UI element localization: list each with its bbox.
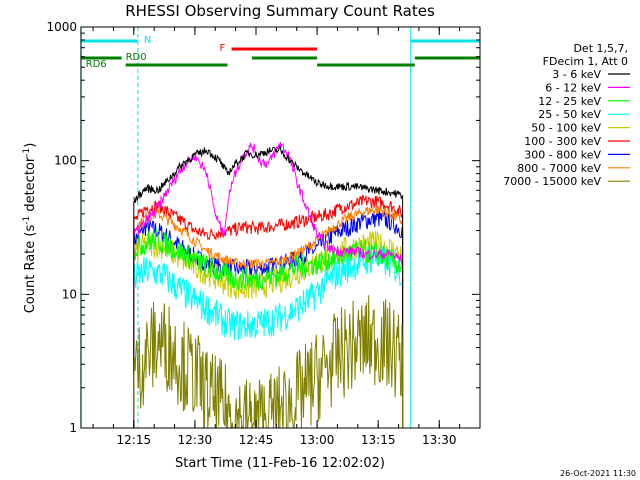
flag-rd0-label: RD0 <box>126 52 147 63</box>
series-800-7000-kev-line <box>133 205 404 270</box>
flag-f-label: F <box>220 43 226 54</box>
y-tick-label-10: 10 <box>62 287 77 301</box>
legend-label-12-25-kev: 12 - 25 keV <box>538 95 601 108</box>
y-tick-label-1: 1 <box>69 421 77 435</box>
series-3-6-kev-line <box>133 145 404 203</box>
x-axis-label: Start Time (11-Feb-16 12:02:02) <box>175 456 385 471</box>
series-layer <box>133 141 404 430</box>
y-axis-label-part1: Count Rate (s <box>23 225 38 314</box>
series-12-25-kev-line <box>133 228 404 291</box>
y-axis-label: Count Rate (s-1 detector-1) <box>22 143 38 314</box>
x-tick-label-13-30: 13:30 <box>422 433 457 447</box>
x-tick-label-13-15: 13:15 <box>361 433 396 447</box>
y-axis-label-part2: detector <box>23 156 38 216</box>
series-6-12-kev-line <box>133 141 404 266</box>
x-tick-label-12-30: 12:30 <box>178 433 213 447</box>
plot-frame <box>80 26 481 429</box>
x-tick-label-13-00: 13:00 <box>300 433 335 447</box>
legend-label-800-7000-kev: 800 - 7000 keV <box>517 162 601 175</box>
legend-label-3-6-kev: 3 - 6 keV <box>552 68 601 81</box>
legend-label-50-100-kev: 50 - 100 keV <box>531 122 601 135</box>
series-300-800-kev-line <box>133 210 404 279</box>
legend-label-300-800-kev: 300 - 800 keV <box>524 148 601 161</box>
legend-header-line-0: Det 1,5,7, <box>573 42 628 55</box>
series-25-50-kev-line <box>133 244 404 341</box>
legend-label-6-12-kev: 6 - 12 keV <box>545 81 601 94</box>
series-100-300-kev-line <box>133 194 403 241</box>
x-tick-label-12-15: 12:15 <box>117 433 152 447</box>
y-tick-label-100: 100 <box>54 154 77 168</box>
generation-timestamp: 26-Oct-2021 11:30 <box>560 469 636 478</box>
legend-label-25-50-kev: 25 - 50 keV <box>538 108 601 121</box>
legend-header-line-1: FDecim 1, Att 0 <box>543 55 628 68</box>
legend-label-100-300-kev: 100 - 300 keV <box>524 135 601 148</box>
y-tick-label-1000: 1000 <box>46 20 77 34</box>
chart-title: RHESSI Observing Summary Count Rates <box>125 2 435 20</box>
y-axis-label-part3: ) <box>23 143 38 148</box>
flag-rd6-label: RD6 <box>86 59 107 70</box>
y-axis-label-sup1: -1 <box>22 216 32 225</box>
axis-layer: 1 10 100 1000 12:15 12:30 12:45 13:00 13:15 13:30 <box>46 20 481 447</box>
y-axis-label-sup2: -1 <box>22 148 32 157</box>
flag-n-label: N <box>144 35 151 46</box>
x-tick-label-12-45: 12:45 <box>239 433 274 447</box>
legend-label-7000-15000-kev: 7000 - 15000 keV <box>503 175 601 188</box>
